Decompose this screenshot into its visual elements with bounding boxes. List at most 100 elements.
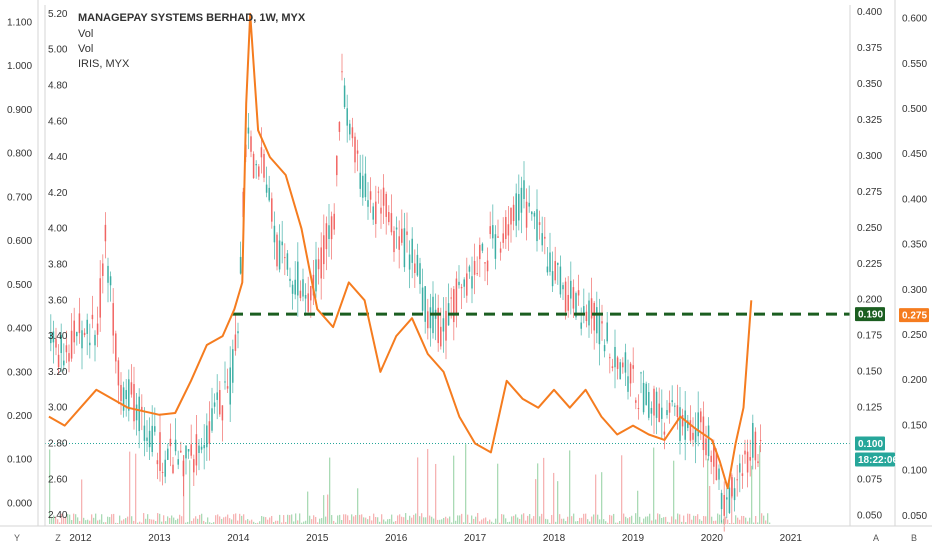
candle-body [382, 187, 385, 206]
price-tag-level-bg [855, 307, 885, 322]
corner-label-y: Y [14, 533, 20, 543]
candle-body [593, 302, 595, 331]
volume-bar [263, 516, 265, 524]
volume-bar [521, 514, 523, 524]
x-tick-label: 2016 [385, 533, 408, 544]
price-tag-iris-bg [899, 308, 929, 323]
candle-body [525, 201, 528, 228]
volume-bar [147, 514, 149, 524]
volume-bar [703, 515, 705, 524]
candle-body [544, 236, 546, 239]
volume-bar [269, 517, 271, 524]
volume-bar [459, 515, 461, 524]
volume-bar [135, 453, 137, 524]
candle-body [323, 235, 325, 265]
candle-body [473, 260, 476, 275]
candle-body [637, 408, 640, 410]
volume-bar [613, 513, 615, 524]
volume-bar [641, 522, 643, 524]
left-tick-label: 2.80 [48, 438, 68, 449]
candle-body [258, 166, 260, 177]
candle-body [281, 241, 283, 246]
volume-bar [467, 514, 469, 524]
candle-body [731, 477, 733, 497]
candle-body [143, 425, 146, 441]
candle-body [453, 289, 455, 323]
candle-body [687, 420, 689, 428]
far-left-tick-label: 0.500 [7, 280, 32, 291]
candle-body [211, 408, 213, 431]
volume-bar [431, 516, 433, 524]
volume-bar [87, 519, 89, 524]
left-tick-label: 5.20 [48, 9, 68, 20]
candle-body [650, 407, 653, 414]
volume-bar [341, 520, 343, 524]
volume-bar [685, 522, 687, 524]
volume-bar [653, 447, 655, 524]
volume-bar [633, 522, 635, 524]
volume-bar [131, 516, 133, 524]
volume-bar [681, 521, 683, 524]
candle-body [333, 213, 335, 230]
volume-bar [367, 519, 369, 524]
volume-bar [203, 520, 205, 524]
candle-body [632, 365, 634, 369]
volume-bar [727, 519, 729, 524]
right-tick-label: 0.050 [857, 510, 882, 521]
candle-body [237, 331, 239, 334]
candle-body [286, 253, 289, 270]
candle-body [611, 366, 614, 368]
candle-body [219, 390, 221, 415]
volume-bar [427, 449, 429, 524]
candle-body [562, 285, 564, 290]
price-tag-close-bg [855, 436, 885, 451]
candle-body [195, 434, 198, 466]
volume-bar [709, 485, 711, 524]
candle-body [356, 150, 359, 154]
volume-bar [199, 514, 201, 524]
volume-bar [207, 517, 209, 524]
candle-body [463, 279, 465, 287]
volume-bar [443, 517, 445, 524]
candle-body [159, 432, 161, 471]
volume-bar [291, 514, 293, 524]
candle-body [141, 406, 143, 412]
volume-bar [549, 522, 551, 524]
volume-bar [711, 516, 713, 524]
volume-bar [595, 474, 597, 524]
candle-body [492, 225, 494, 239]
volume-bar [285, 521, 287, 524]
volume-bar [433, 518, 435, 524]
volume-bar [617, 522, 619, 524]
candle-body [302, 279, 304, 297]
far-left-tick-label: 0.700 [7, 192, 32, 203]
left-tick-label: 3.80 [48, 260, 68, 271]
candle-body [559, 266, 562, 295]
candle-body [408, 254, 411, 270]
candle-body [91, 314, 94, 320]
far-right-tick-label: 0.600 [902, 14, 927, 25]
volume-bar [169, 517, 171, 524]
candle-body [557, 262, 559, 265]
volume-bar [569, 450, 571, 524]
volume-bar [769, 522, 771, 524]
volume-bar [279, 514, 281, 524]
far-left-tick-label: 0.600 [7, 236, 32, 247]
candle-body [325, 223, 328, 250]
volume-bar [447, 518, 449, 524]
volume-bar [221, 518, 223, 524]
volume-bar [755, 516, 757, 524]
candle-body [276, 234, 278, 267]
candle-body [590, 298, 593, 319]
volume-bar [583, 513, 585, 524]
volume-bar [587, 519, 589, 524]
candle-body [484, 262, 486, 264]
volume-bar [663, 517, 665, 524]
volume-bar [313, 515, 315, 524]
candle-body [419, 263, 421, 285]
price-tag-countdown-bg [855, 452, 895, 467]
volume-bar [359, 514, 361, 524]
legend: MANAGEPAY SYSTEMS BERHAD, 1W, MYX Vol Vol I… [78, 12, 306, 70]
volume-bar [165, 521, 167, 524]
volume-bar [651, 520, 653, 524]
